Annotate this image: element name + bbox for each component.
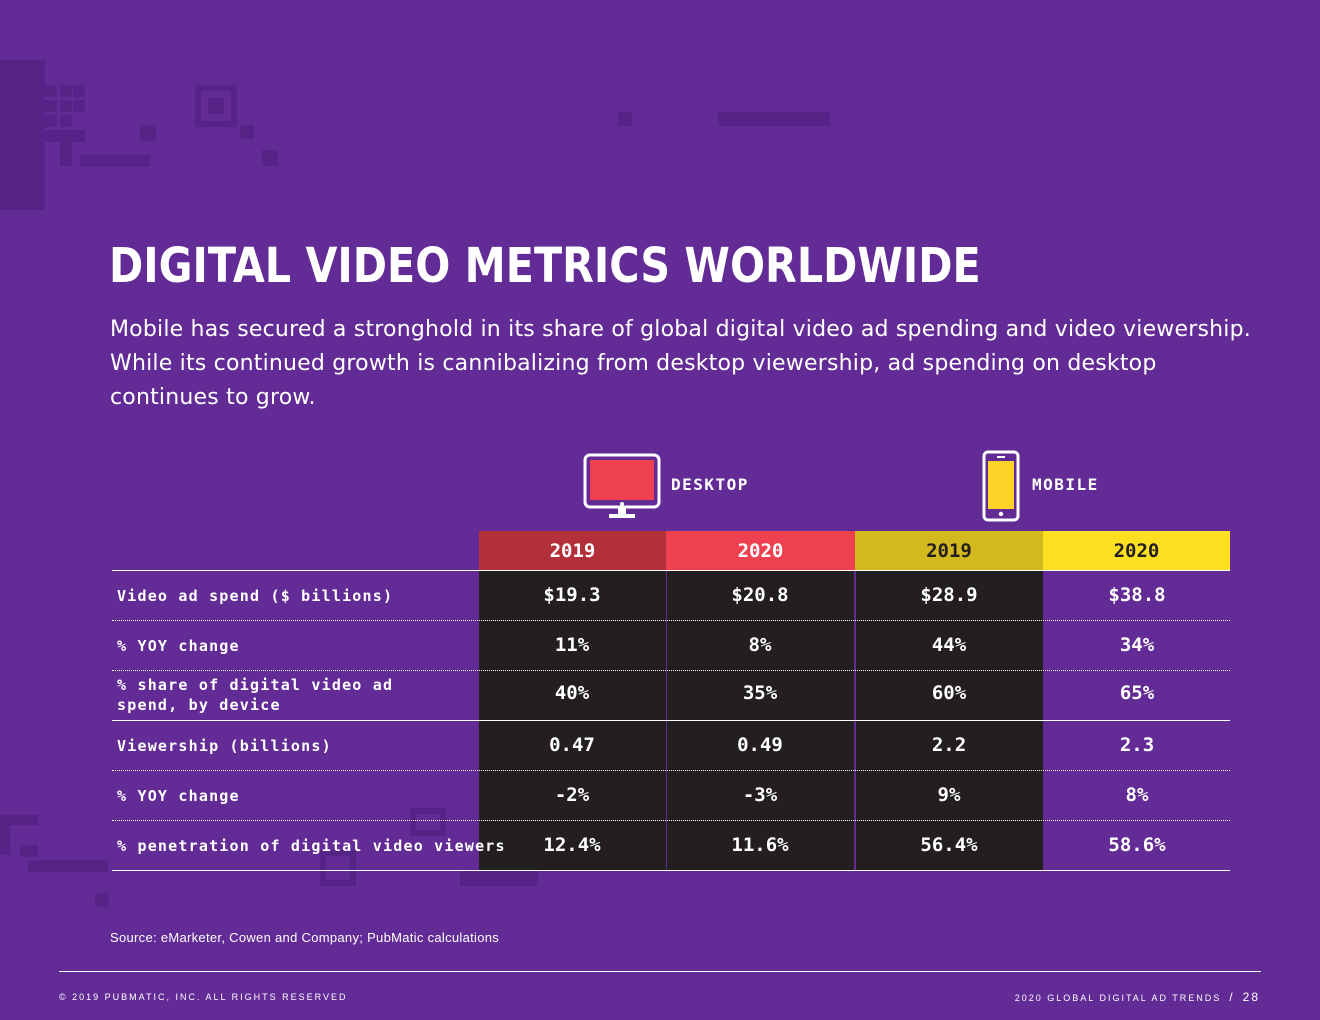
table-cell: 58.6% (1108, 834, 1166, 856)
page-title: DIGITAL VIDEO METRICS WORLDWIDE (109, 238, 981, 294)
footer-copyright: © 2019 PUBMATIC, INC. ALL RIGHTS RESERVE… (59, 992, 348, 1002)
footer-divider (59, 971, 1261, 972)
desktop-label: DESKTOP (671, 475, 749, 494)
mobile-label: MOBILE (1032, 475, 1099, 494)
table-rule (112, 570, 1230, 571)
column-header-desktop-2020: 2020 (666, 531, 855, 571)
row-label-penetration: % penetration of digital video viewers (117, 837, 506, 855)
column-header-desktop-2019: 2019 (479, 531, 666, 571)
table-cell: $28.9 (920, 584, 978, 606)
footer-publication-title: 2020 GLOBAL DIGITAL AD TRENDS (1014, 993, 1222, 1003)
table-cell: 9% (937, 784, 961, 806)
table-cell: 44% (931, 634, 967, 656)
footer-publication: 2020 GLOBAL DIGITAL AD TRENDS / 28 (1015, 990, 1260, 1004)
page-subtitle: Mobile has secured a stronghold in its s… (110, 317, 1251, 410)
page-number: 28 (1242, 990, 1260, 1004)
mobile-phone-icon (982, 450, 1020, 522)
table-cell: 34% (1119, 634, 1155, 656)
table-cell: 40% (554, 682, 590, 704)
table-cell: -2% (554, 784, 590, 806)
table-cell: 2.3 (1119, 734, 1155, 756)
column-header-mobile-2020: 2020 (1043, 531, 1230, 571)
table-cell: 8% (748, 634, 772, 656)
table-rule (112, 720, 1230, 721)
table-cell: 0.49 (737, 734, 783, 756)
table-cell: -3% (742, 784, 778, 806)
source-note: Source: eMarketer, Cowen and Company; Pu… (110, 930, 500, 945)
table-rule (112, 820, 1230, 821)
table-cell: 8% (1125, 784, 1149, 806)
row-label-viewership-yoy-change: % YOY change (117, 787, 240, 805)
table-cell: $38.8 (1108, 584, 1166, 606)
table-rule (112, 770, 1230, 771)
table-cell: 11% (554, 634, 590, 656)
table-cell: 11.6% (731, 834, 789, 856)
table-cell: $19.3 (543, 584, 601, 606)
table-cell: 60% (931, 682, 967, 704)
row-label-share-of-ad-spend: % share of digital video ad spend, by de… (117, 676, 394, 714)
table-cell: $20.8 (731, 584, 789, 606)
table-cell: 2.2 (931, 734, 967, 756)
row-label-viewership: Viewership (billions) (117, 737, 332, 755)
table-cell: 12.4% (543, 834, 601, 856)
row-label-video-ad-spend: Video ad spend ($ billions) (117, 587, 394, 605)
table-cell: 35% (742, 682, 778, 704)
table-rule (112, 670, 1230, 671)
table-cell: 56.4% (920, 834, 978, 856)
desktop-monitor-icon (583, 453, 661, 518)
table-rule (112, 870, 1230, 871)
table-rule (112, 620, 1230, 621)
footer-separator: / (1229, 990, 1235, 1004)
table-cell: 0.47 (549, 734, 595, 756)
row-label-spend-yoy-change: % YOY change (117, 637, 240, 655)
table-cell: 65% (1119, 682, 1155, 704)
column-header-mobile-2019: 2019 (855, 531, 1043, 571)
